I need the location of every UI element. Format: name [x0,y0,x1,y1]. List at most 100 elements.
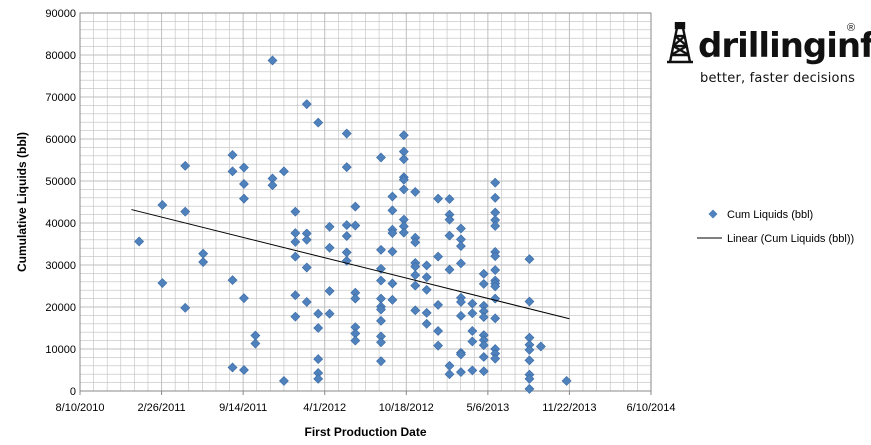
data-point [478,268,489,279]
data-point [444,360,455,371]
data-point [524,254,535,265]
data-point [478,352,489,362]
data-point [456,367,466,378]
data-point [290,311,301,322]
data-point [398,130,409,141]
data-point [324,286,335,296]
legend-label-cum-liquids: Cum Liquids (bbl) [727,209,813,221]
data-point [456,297,466,307]
data-point [279,375,289,386]
data-point [301,99,312,110]
data-point [313,373,324,384]
data-point [313,323,324,333]
logo-tagline: better, faster decisions [700,71,856,86]
data-point [239,193,249,204]
x-tick-label: 6/10/2014 [627,402,676,414]
data-point [444,194,455,204]
data-point [561,375,572,386]
x-tick-label: 9/14/2011 [219,402,267,414]
data-point [387,278,398,289]
data-point [301,297,312,307]
data-point [376,337,386,348]
x-tick-label: 8/10/2010 [56,402,105,414]
data-point [410,270,421,281]
data-point [239,365,249,375]
data-point [433,326,444,336]
data-point [467,365,478,376]
data-point [376,315,386,326]
y-axis-tick-labels: 0 10000 20000 30000 40000 50000 60000 70000 8000… [45,8,76,398]
data-point [313,354,324,365]
data-point [478,340,489,351]
data-point [433,299,444,310]
data-point [410,237,421,248]
data-point [387,205,398,216]
data-point [444,369,455,380]
y-tick-label: 40000 [45,218,76,230]
data-point [180,160,191,171]
data-point [490,293,501,304]
data-point [398,154,409,165]
data-point [421,318,432,329]
data-point [456,241,466,252]
drilling-rig-icon [667,22,693,64]
data-point [239,162,249,173]
data-point [490,192,501,203]
y-tick-label: 10000 [45,344,76,356]
data-point [524,296,535,307]
data-point [456,223,466,234]
data-point [350,335,361,346]
gridlines [79,12,652,392]
data-point [350,293,361,304]
data-point [290,290,301,301]
data-point [456,310,466,321]
data-point [490,353,501,364]
data-point [398,227,409,238]
data-point [490,265,501,275]
data-point [490,313,501,324]
data-point [301,234,312,245]
data-point [467,308,478,319]
data-point [524,344,535,355]
data-point [444,230,455,241]
data-point [290,251,301,262]
data-point [387,294,398,305]
legend-marker-cum-liquids [708,209,718,219]
data-point [421,272,432,283]
data-point [376,244,386,255]
legend: Cum Liquids (bbl) Linear (Cum Liquids (b… [697,209,854,245]
data-point [267,180,278,191]
linear-trendline [131,209,570,320]
x-axis-tick-labels: 8/10/2010 2/26/2011 9/14/2011 4/1/2012 10/18… [56,391,676,414]
data-point [227,275,238,286]
data-point [456,349,466,360]
data-point [341,220,352,231]
data-point [180,302,191,313]
x-tick-label: 10/18/2012 [379,402,434,414]
data-point [350,201,361,212]
y-tick-label: 90000 [45,8,76,20]
data-point [341,247,352,258]
data-point [478,366,489,377]
data-point [478,312,489,323]
data-point [313,308,324,319]
y-tick-label: 0 [70,386,76,398]
y-tick-label: 60000 [45,134,76,146]
data-point [444,214,455,225]
data-point [467,298,478,309]
data-point [324,242,335,253]
data-point [478,278,489,289]
data-point [376,356,386,367]
data-point [398,174,409,185]
data-point [239,179,249,189]
data-point [350,220,361,231]
data-point [467,326,478,336]
x-tick-label: 4/1/2012 [303,402,346,414]
data-point [535,341,546,352]
data-point [157,200,168,210]
data-point [490,177,501,188]
x-tick-label: 11/22/2013 [542,402,596,414]
data-point [376,304,386,315]
data-point [290,228,301,239]
